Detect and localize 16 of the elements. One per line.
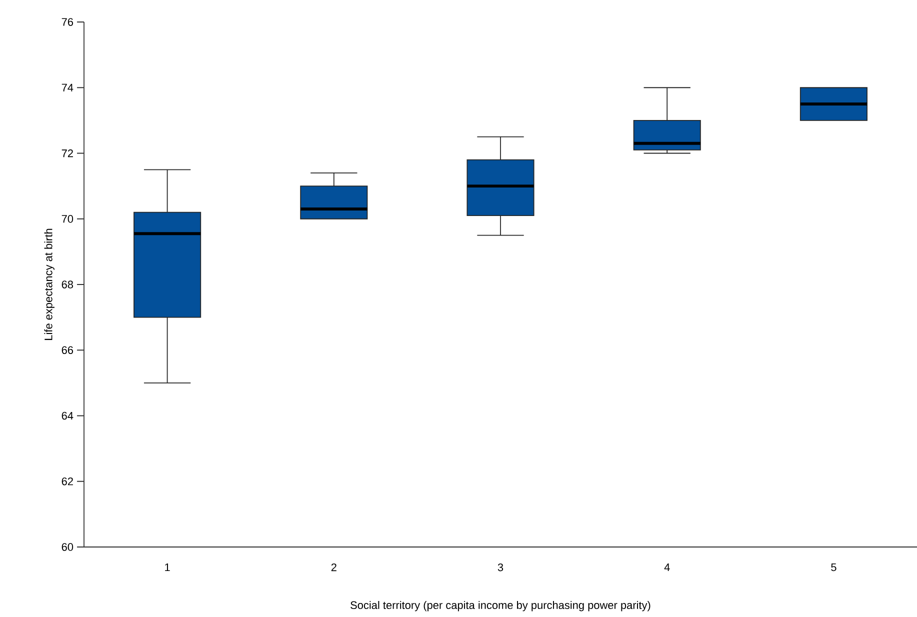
x-tick-label: 1 [165,563,170,572]
x-tick-label: 2 [331,563,336,572]
y-tick-label: 74 [62,84,74,92]
x-tick-label: 4 [664,563,670,572]
x-axis-title: Social territory (per capita income by purchasing power parity) [350,600,650,612]
y-tick-label: 68 [62,280,74,288]
y-axis-title: Life expectancy at birth [44,228,54,340]
y-tick-label: 60 [62,543,74,551]
y-tick-label: 72 [62,149,73,158]
y-tick-label: 66 [62,346,74,354]
y-tick-label: 70 [62,215,74,223]
y-tick-label: 76 [62,18,74,26]
y-tick-label: 62 [62,478,73,486]
y-tick-label: 64 [62,412,74,420]
x-tick-label: 3 [498,563,504,572]
x-tick-label: 5 [831,563,836,572]
